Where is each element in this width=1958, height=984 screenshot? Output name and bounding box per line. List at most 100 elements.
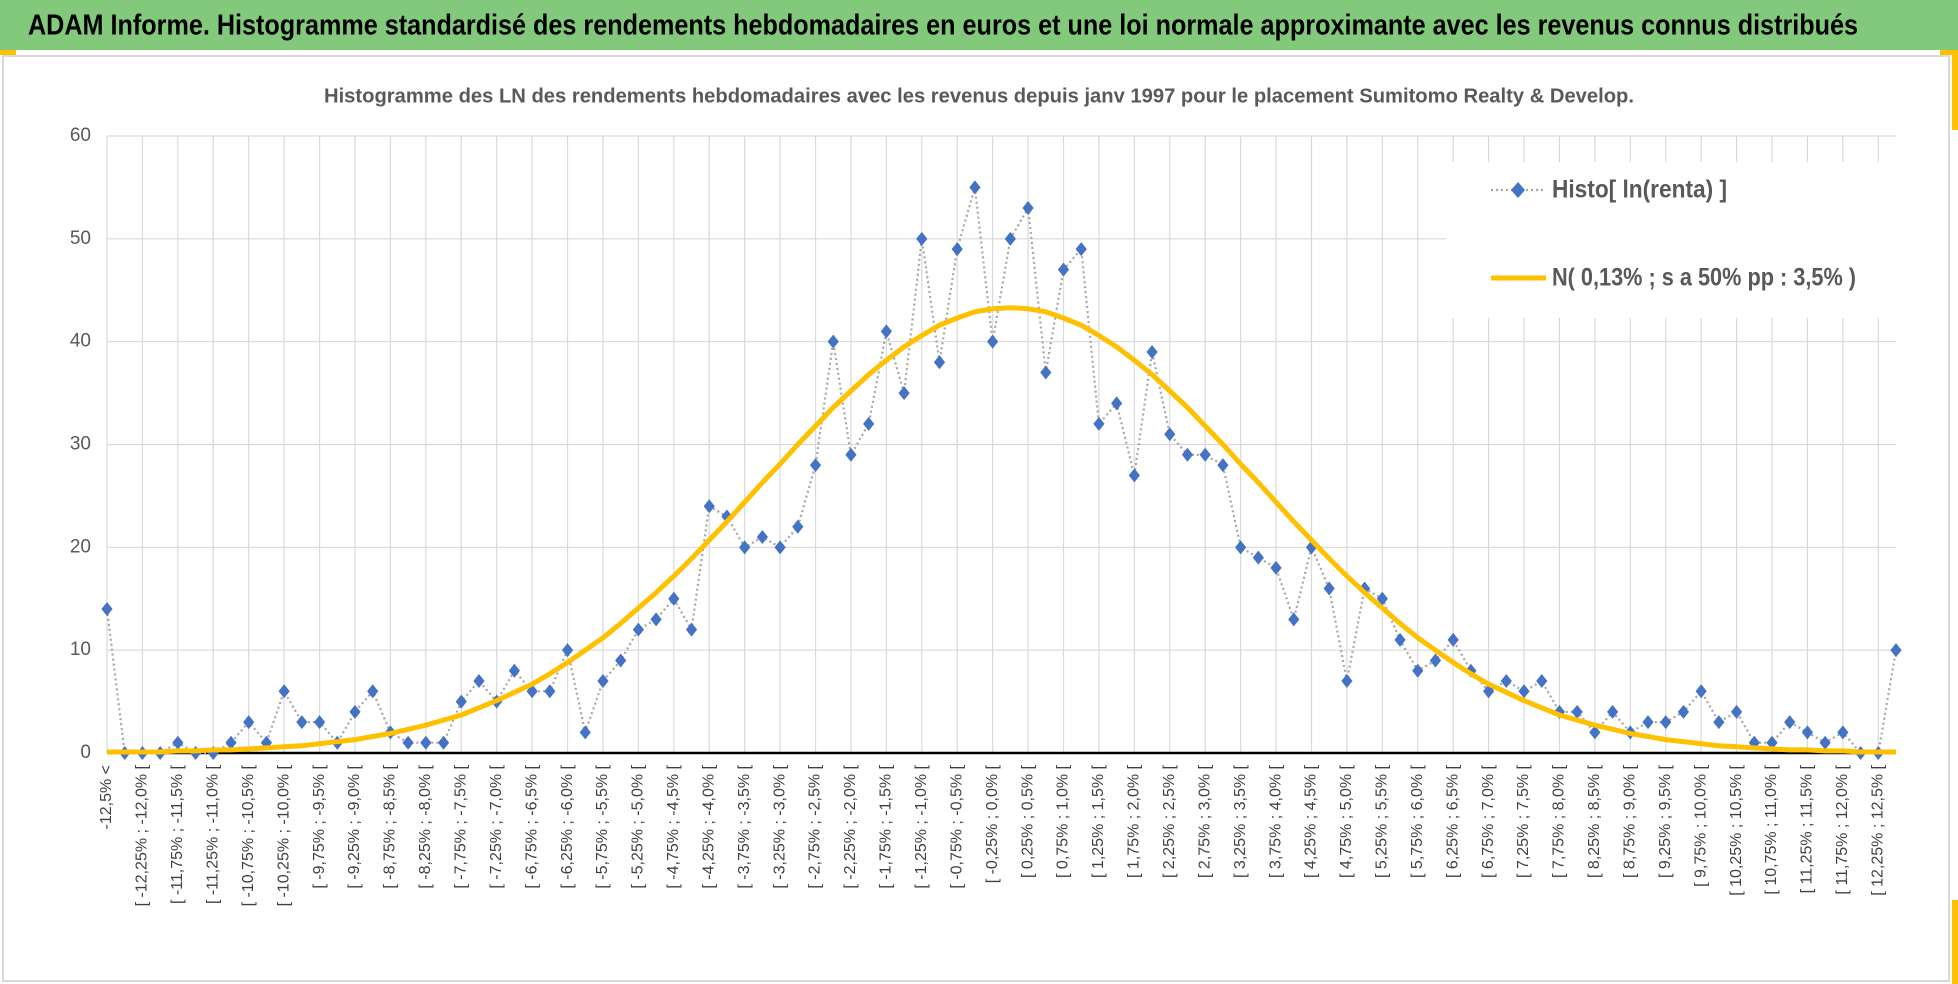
corner-mark (0, 50, 16, 55)
marker (473, 674, 485, 689)
chart-frame (2, 55, 1950, 982)
x-tick-label: [ 7,75% ; 8,0% [ (1551, 764, 1568, 878)
marker (1252, 550, 1264, 565)
x-tick-label: [ 4,25% ; 4,5% [ (1303, 764, 1320, 878)
marker (809, 458, 822, 473)
marker (278, 684, 290, 699)
x-tick-label: [ 0,75% ; 1,0% [ (1055, 764, 1072, 878)
marker (1235, 540, 1247, 555)
x-tick-label: [ 3,25% ; 3,5% [ (1232, 764, 1249, 878)
x-tick-label: [ -9,75% ; -9,5% [ (311, 764, 328, 888)
marker (1536, 674, 1548, 689)
marker (420, 735, 432, 750)
marker (739, 540, 751, 555)
x-tick-label: [ -2,75% ; -2,5% [ (807, 764, 824, 888)
marker (1146, 344, 1158, 359)
x-tick-label: [ -7,75% ; -7,5% [ (452, 764, 469, 888)
marker (1837, 725, 1849, 740)
x-tick-label: [ -5,75% ; -5,5% [ (594, 764, 611, 888)
x-tick-label: [ -0,75% ; -0,5% [ (948, 764, 965, 888)
x-tick-label: [ -4,25% ; -4,0% [ (700, 764, 717, 888)
marker (597, 674, 609, 689)
marker (1518, 684, 1530, 699)
x-tick-label: [ 2,25% ; 2,5% [ (1161, 764, 1178, 878)
marker (1412, 663, 1424, 678)
y-tick-label: 40 (70, 331, 91, 352)
marker (1093, 416, 1105, 431)
chart-title: ADAM Informe. Histogramme standardisé de… (28, 10, 1858, 42)
marker (650, 612, 662, 627)
marker (668, 591, 680, 606)
marker (756, 530, 768, 545)
corner-mark (1952, 50, 1958, 130)
x-tick-label: [ -8,25% ; -8,0% [ (417, 764, 434, 888)
marker (1022, 200, 1034, 215)
marker (296, 715, 308, 730)
marker (101, 602, 113, 617)
marker (225, 735, 237, 750)
marker (1465, 663, 1477, 678)
marker (863, 416, 875, 431)
y-tick-label: 30 (70, 434, 91, 455)
marker (933, 355, 946, 370)
x-tick-label: [ 1,25% ; 1,5% [ (1090, 764, 1107, 878)
x-tick-label: [ -1,25% ; -1,0% [ (913, 764, 930, 888)
marker (313, 715, 326, 730)
marker (1660, 715, 1672, 730)
marker (1217, 458, 1229, 473)
x-tick-label: [ 12,25% ; 12,5% [ (1870, 764, 1887, 895)
marker (544, 684, 556, 699)
marker (1040, 365, 1052, 380)
x-tick-label: [ 7,25% ; 7,5% [ (1515, 764, 1532, 878)
x-tick-label: [ 1,75% ; 2,0% [ (1126, 764, 1143, 878)
marker (987, 334, 999, 349)
marker (1642, 715, 1654, 730)
marker (615, 653, 627, 668)
x-tick-label: [ -5,25% ; -5,0% [ (630, 764, 647, 888)
marker (1111, 396, 1123, 411)
x-tick-label: [ -2,25% ; -2,0% [ (842, 764, 859, 888)
legend-marker (1511, 182, 1525, 198)
x-tick-label: [ 11,75% ; 12,0% [ (1834, 764, 1851, 894)
x-tick-label: [ -6,75% ; -6,5% [ (523, 764, 540, 888)
marker (916, 231, 928, 246)
y-tick-label: 0 (80, 742, 91, 763)
x-tick-label: [ -11,25% ; -11,0% [ (204, 764, 221, 904)
marker (1376, 591, 1388, 606)
marker (898, 386, 910, 401)
marker (1128, 468, 1140, 483)
x-tick-label: [ -11,75% ; -11,5% [ (169, 764, 186, 904)
marker (1323, 581, 1335, 596)
corner-mark (1952, 900, 1958, 984)
marker (792, 519, 804, 534)
x-tick-label: [ 5,25% ; 5,5% [ (1374, 764, 1391, 878)
marker (1606, 704, 1619, 719)
x-tick-label: [ 5,75% ; 6,0% [ (1409, 764, 1426, 878)
marker (1199, 447, 1211, 462)
x-tick-label: [ 9,75% ; 10,0% [ (1692, 764, 1709, 886)
marker (951, 242, 963, 257)
marker (1677, 704, 1690, 719)
y-tick-label: 20 (70, 536, 91, 557)
marker (1571, 704, 1583, 719)
x-tick-label: [ 6,75% ; 7,0% [ (1480, 764, 1497, 878)
title-banner (0, 0, 1958, 50)
x-tick-label: [ 3,75% ; 4,0% [ (1267, 764, 1284, 878)
legend-label: Histo[ ln(renta) ] (1552, 176, 1727, 204)
marker (1713, 715, 1725, 730)
marker (349, 704, 361, 719)
marker (1057, 262, 1070, 277)
marker (508, 663, 520, 678)
x-tick-label: [ 0,25% ; 0,5% [ (1019, 764, 1036, 878)
y-tick-label: 10 (70, 639, 91, 660)
x-tick-label: [ 8,75% ; 9,0% [ (1622, 764, 1639, 878)
x-tick-label: [ 2,75% ; 3,0% [ (1196, 764, 1213, 878)
marker (367, 684, 379, 699)
x-tick-label: [ -10,25% ; -10,0% [ (275, 764, 292, 906)
marker (1270, 560, 1282, 575)
x-tick-label: -12,5% < (98, 765, 115, 829)
marker (1801, 725, 1814, 740)
x-tick-label: [ -9,25% ; -9,0% [ (346, 764, 363, 888)
x-tick-label: [ -1,75% ; -1,5% [ (878, 764, 895, 888)
y-tick-label: 60 (70, 125, 91, 146)
